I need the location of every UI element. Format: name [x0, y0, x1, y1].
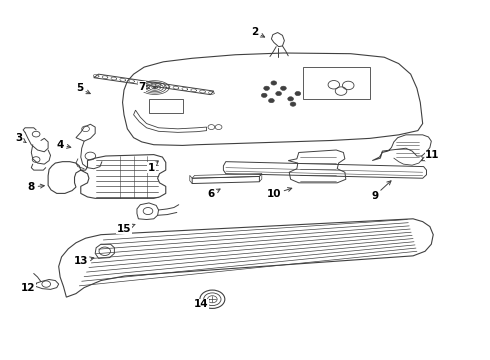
Text: 7: 7 [138, 81, 149, 91]
Text: 15: 15 [117, 224, 135, 234]
Circle shape [153, 86, 156, 89]
Circle shape [269, 99, 274, 103]
Text: 1: 1 [148, 161, 158, 173]
Circle shape [288, 97, 294, 101]
Circle shape [295, 91, 301, 96]
Circle shape [261, 93, 267, 98]
Text: 3: 3 [16, 133, 26, 143]
Text: 9: 9 [371, 181, 391, 201]
Circle shape [264, 86, 270, 90]
Text: 6: 6 [208, 189, 220, 199]
Text: 2: 2 [251, 27, 265, 37]
Text: 14: 14 [194, 299, 210, 309]
Circle shape [271, 81, 277, 85]
Circle shape [290, 102, 296, 106]
Text: 4: 4 [56, 140, 71, 150]
Text: 12: 12 [21, 283, 37, 293]
Circle shape [276, 91, 281, 96]
Text: 8: 8 [28, 182, 44, 192]
Circle shape [281, 86, 286, 90]
Text: 5: 5 [76, 83, 90, 94]
Text: 13: 13 [74, 256, 94, 266]
Text: 10: 10 [267, 188, 292, 199]
Text: 11: 11 [421, 150, 440, 161]
